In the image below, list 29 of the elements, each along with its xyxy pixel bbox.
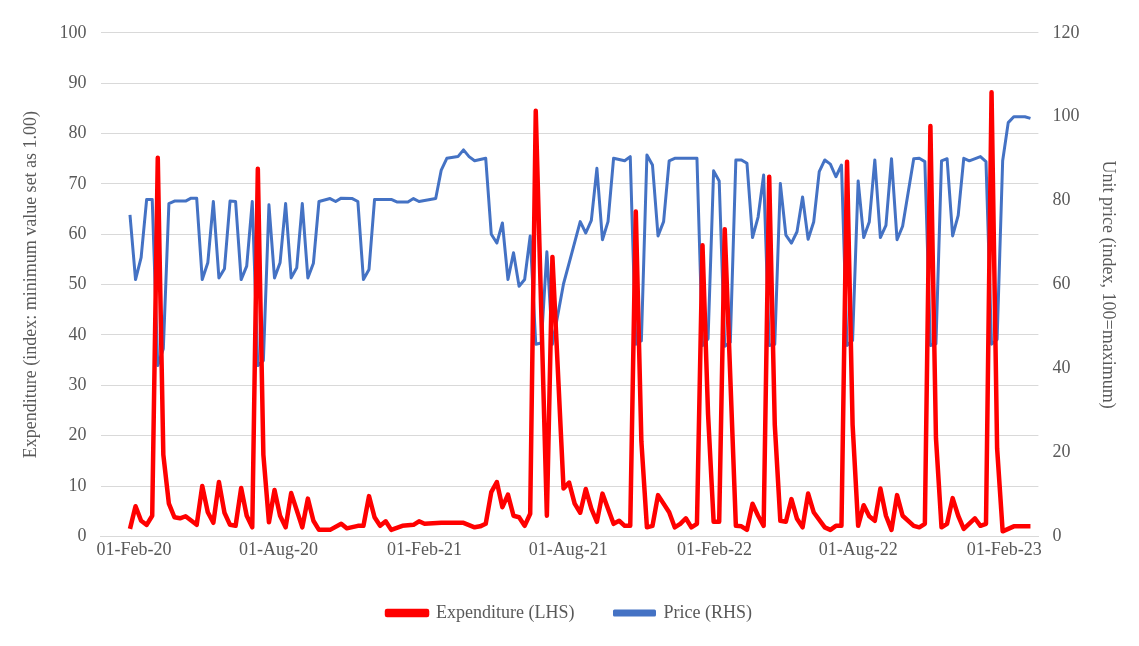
x-tick-label: 01-Feb-21 (387, 538, 463, 559)
y-tick-label: 40 (68, 323, 87, 344)
x-tick-label: 01-Feb-20 (96, 538, 172, 559)
y2-tick-label: 120 (1052, 21, 1080, 42)
y2-tick-label: 80 (1052, 189, 1071, 210)
y2-tick-label: 100 (1052, 105, 1080, 126)
legend-label: Expenditure (LHS) (436, 601, 575, 623)
y-tick-label: 10 (68, 474, 87, 495)
y-axis-title: Expenditure (index: minimum value set as 1.00) (19, 110, 41, 459)
y-tick-label: 20 (68, 424, 87, 445)
legend-label: Price (RHS) (663, 601, 752, 623)
y-tick-label: 30 (68, 374, 87, 395)
y-tick-label: 60 (68, 222, 87, 243)
y-tick-label: 50 (68, 273, 87, 294)
y-tick-label: 100 (59, 21, 87, 42)
y-tick-label: 80 (68, 122, 87, 143)
y2-axis-title: Unit price (index, 100=maximum) (1098, 160, 1120, 409)
x-tick-label: 01-Feb-23 (966, 538, 1042, 559)
y2-tick-label: 20 (1052, 441, 1071, 462)
x-tick-label: 01-Aug-20 (238, 538, 318, 559)
x-tick-label: 01-Feb-22 (676, 538, 752, 559)
y2-tick-label: 60 (1052, 273, 1071, 294)
y-tick-label: 90 (68, 71, 87, 92)
y2-tick-label: 0 (1052, 525, 1062, 546)
y2-tick-label: 40 (1052, 357, 1071, 378)
x-tick-label: 01-Aug-22 (818, 538, 898, 559)
y-tick-label: 0 (77, 525, 87, 546)
y-tick-label: 70 (68, 172, 87, 193)
x-tick-label: 01-Aug-21 (528, 538, 608, 559)
